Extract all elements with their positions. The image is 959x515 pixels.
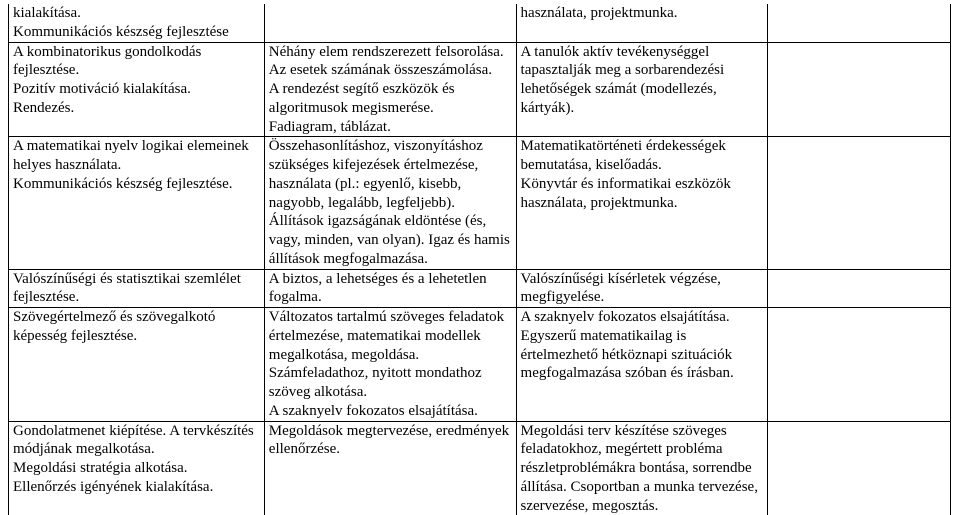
cell-col3: Matematikatörténeti érdekességek bemutat… — [516, 137, 768, 269]
cell-col4 — [768, 4, 951, 42]
cell-col3: használata, projektmunka. — [516, 4, 768, 42]
cell-col4 — [768, 421, 951, 515]
cell-col2: Néhány elem rendszerezett felsorolása.Az… — [264, 42, 516, 137]
cell-col1: Gondolatmenet kiépítése. A tervkészítés … — [9, 421, 265, 515]
cell-col2: Összehasonlításhoz, viszonyításhoz szüks… — [264, 137, 516, 269]
curriculum-table: kialakítása.Kommunikációs készség fejles… — [8, 4, 951, 515]
cell-col3: Valószínűségi kísérletek végzése, megfig… — [516, 269, 768, 308]
cell-col4 — [768, 269, 951, 308]
cell-col2: Változatos tartalmú szöveges feladatok é… — [264, 308, 516, 422]
cell-col3: Megoldási terv készítése szöveges felada… — [516, 421, 768, 515]
cell-col2: A biztos, a lehetséges és a lehetetlen f… — [264, 269, 516, 308]
cell-col1: Valószínűségi és statisztikai szemlélet … — [9, 269, 265, 308]
cell-col4 — [768, 137, 951, 269]
cell-col1: A matematikai nyelv logikai elemeinek he… — [9, 137, 265, 269]
cell-col3: A tanulók aktív tevékenységgel tapasztal… — [516, 42, 768, 137]
cell-col4 — [768, 308, 951, 422]
cell-col2 — [264, 4, 516, 42]
cell-col3: A szaknyelv fokozatos elsajátítása. Egys… — [516, 308, 768, 422]
cell-col1: kialakítása.Kommunikációs készség fejles… — [9, 4, 265, 42]
cell-col1: A kombinatorikus gondolkodás fejlesztése… — [9, 42, 265, 137]
cell-col1: Szövegértelmező és szövegalkotó képesség… — [9, 308, 265, 422]
cell-col4 — [768, 42, 951, 137]
cell-col2: Megoldások megtervezése, eredmények elle… — [264, 421, 516, 515]
